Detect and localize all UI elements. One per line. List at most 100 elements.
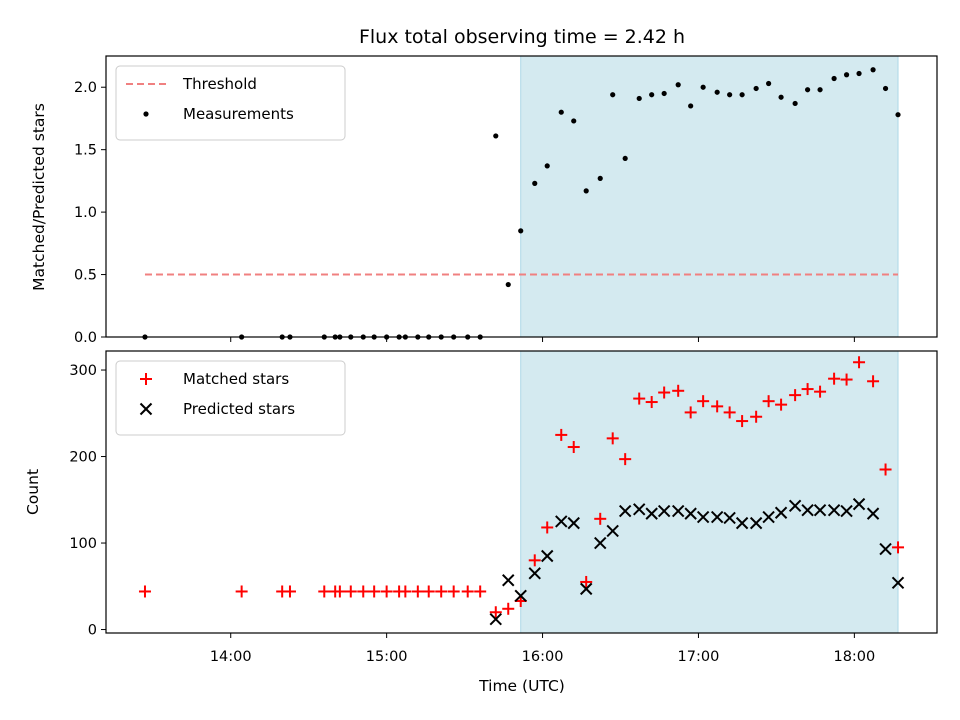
marker-dot-0-46 bbox=[843, 72, 850, 78]
marker-x-1-10 bbox=[618, 504, 632, 518]
observing-window-shade bbox=[520, 55, 899, 338]
marker-plus-0-23 bbox=[541, 521, 554, 534]
x-tick-label: 16:00 bbox=[522, 649, 564, 665]
marker-plus-0-38 bbox=[736, 415, 749, 428]
marker-plus-0-0 bbox=[138, 585, 151, 598]
y-axis-label-count: Count bbox=[24, 469, 42, 515]
marker-plus-0-49 bbox=[879, 463, 892, 476]
marker-plus-0-48 bbox=[867, 375, 880, 388]
marker-plus-0-10 bbox=[380, 585, 393, 598]
marker-x-1-22 bbox=[774, 506, 788, 519]
marker-plus-0-17 bbox=[461, 585, 474, 598]
marker-dot-0-40 bbox=[766, 80, 772, 87]
marker-x-1-21 bbox=[762, 510, 775, 524]
marker-plus-0-37 bbox=[723, 406, 736, 419]
marker-dot-0-50 bbox=[895, 112, 901, 118]
marker-plus-0-16 bbox=[447, 585, 460, 598]
marker-x-1-16 bbox=[696, 510, 710, 524]
marker-x-1-11 bbox=[633, 503, 646, 516]
legend-swatch-dot bbox=[143, 111, 149, 117]
legend-label: Measurements bbox=[183, 105, 294, 123]
marker-plus-0-13 bbox=[411, 585, 424, 598]
legend-label: Predicted stars bbox=[183, 400, 295, 418]
x-tick-label: 17:00 bbox=[678, 649, 720, 665]
legend-swatch-plus bbox=[140, 373, 152, 385]
y-tick-label: 300 bbox=[69, 363, 97, 379]
x-tick-label: 18:00 bbox=[833, 649, 875, 665]
legend-threshold-label: Threshold bbox=[182, 75, 257, 93]
marker-dot-0-39 bbox=[753, 85, 759, 92]
marker-plus-0-42 bbox=[789, 389, 802, 402]
marker-plus-0-33 bbox=[672, 384, 685, 397]
marker-dot-0-24 bbox=[558, 109, 564, 115]
marker-dot-0-37 bbox=[727, 92, 733, 98]
legend: Matched stars Predicted stars bbox=[115, 360, 346, 436]
marker-dot-0-49 bbox=[882, 85, 889, 92]
axes-frame bbox=[105, 55, 938, 338]
y-tick-label: 1.0 bbox=[74, 205, 97, 221]
legend-label: Matched stars bbox=[183, 370, 289, 388]
marker-plus-0-7 bbox=[344, 585, 357, 598]
y-tick-label: 0 bbox=[88, 623, 97, 639]
marker-plus-0-14 bbox=[422, 585, 435, 598]
y-axis-label-ratio: Matched/Predicted stars bbox=[30, 103, 48, 291]
marker-plus-0-43 bbox=[801, 383, 814, 396]
marker-x-1-18 bbox=[723, 511, 736, 525]
marker-plus-0-39 bbox=[750, 410, 763, 423]
marker-x-1-4 bbox=[541, 549, 554, 563]
marker-dot-0-35 bbox=[700, 84, 706, 90]
marker-plus-0-41 bbox=[775, 398, 788, 411]
marker-plus-0-44 bbox=[814, 385, 827, 398]
marker-x-1-1 bbox=[502, 574, 515, 587]
y-tick-label: 200 bbox=[69, 450, 97, 466]
y-tick-label: 0.0 bbox=[74, 330, 97, 346]
marker-x-1-23 bbox=[788, 499, 802, 513]
marker-dot-0-21 bbox=[518, 228, 524, 234]
marker-plus-0-27 bbox=[594, 512, 607, 525]
marker-x-1-2 bbox=[514, 589, 527, 603]
marker-x-1-0 bbox=[489, 612, 502, 626]
y-tick-label: 100 bbox=[69, 536, 97, 552]
marker-x-1-19 bbox=[735, 516, 749, 530]
marker-x-1-20 bbox=[749, 516, 763, 530]
marker-dot-0-31 bbox=[649, 92, 655, 98]
marker-x-1-25 bbox=[813, 503, 827, 517]
marker-plus-0-32 bbox=[658, 386, 671, 399]
marker-dot-0-20 bbox=[505, 281, 511, 288]
marker-plus-0-40 bbox=[762, 395, 775, 408]
marker-x-1-14 bbox=[671, 504, 685, 518]
marker-plus-0-9 bbox=[368, 585, 381, 598]
marker-dot-0-34 bbox=[688, 103, 694, 109]
chart-title: Flux total observing time = 2.42 h bbox=[359, 26, 685, 48]
ratio-panel: 0.0 0.5 1.0 1.5 2.0 Threshold Measurements bbox=[74, 55, 938, 346]
count-panel: 0 100 200 300 14:00 15:00 16:00 17:00 18:00 Match… bbox=[69, 350, 938, 665]
marker-x-1-15 bbox=[684, 507, 697, 520]
marker-plus-0-3 bbox=[283, 585, 296, 598]
marker-dot-0-43 bbox=[804, 87, 811, 93]
marker-plus-0-12 bbox=[399, 585, 412, 598]
marker-dot-0-33 bbox=[675, 82, 681, 88]
marker-plus-0-28 bbox=[606, 432, 619, 445]
axes-frame bbox=[105, 350, 938, 634]
marker-x-1-3 bbox=[528, 567, 541, 580]
marker-x-1-31 bbox=[891, 576, 905, 590]
x-tick-label: 15:00 bbox=[366, 649, 408, 665]
marker-plus-0-20 bbox=[502, 602, 515, 615]
x-tick-label: 14:00 bbox=[210, 649, 252, 665]
x-axis-label: Time (UTC) bbox=[478, 677, 565, 695]
marker-plus-0-8 bbox=[357, 585, 370, 598]
marker-x-1-29 bbox=[866, 507, 880, 520]
marker-x-1-27 bbox=[840, 504, 853, 518]
marker-dot-0-19 bbox=[493, 133, 499, 139]
marker-plus-0-15 bbox=[435, 585, 448, 598]
marker-x-1-17 bbox=[710, 510, 724, 524]
marker-plus-0-25 bbox=[567, 441, 580, 454]
marker-plus-0-46 bbox=[840, 373, 853, 386]
legend-swatch-x bbox=[139, 402, 153, 416]
marker-plus-0-6 bbox=[333, 585, 346, 598]
marker-dot-0-32 bbox=[661, 90, 667, 97]
marker-plus-0-26 bbox=[580, 575, 593, 588]
marker-dot-0-23 bbox=[544, 163, 550, 169]
observing-window-shade bbox=[520, 350, 899, 634]
